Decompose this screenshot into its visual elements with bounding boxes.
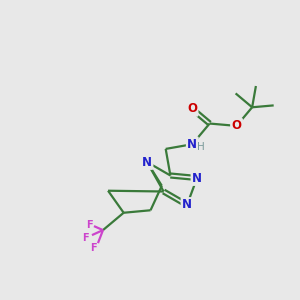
Text: F: F [86,220,92,230]
Text: O: O [232,119,242,132]
Text: N: N [142,155,152,169]
Text: N: N [187,138,197,151]
Text: N: N [192,172,202,184]
Text: O: O [187,102,197,115]
Text: F: F [82,233,88,243]
Text: F: F [90,243,96,253]
Text: N: N [182,199,192,212]
Text: H: H [197,142,205,152]
